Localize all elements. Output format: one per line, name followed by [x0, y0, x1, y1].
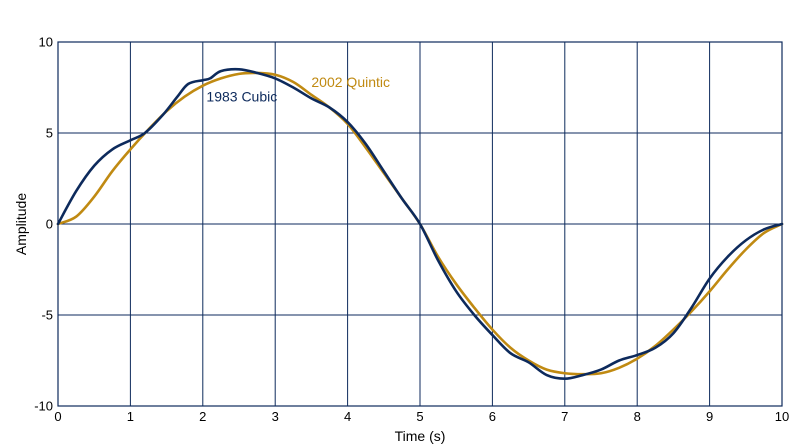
- x-tick-label: 10: [775, 409, 789, 424]
- x-tick-label: 2: [199, 409, 206, 424]
- x-tick-label: 7: [561, 409, 568, 424]
- x-tick-label: 5: [416, 409, 423, 424]
- y-tick-labels: 10 5 0 -5 -10: [34, 35, 53, 414]
- series-label: 1983 Cubic: [206, 89, 277, 105]
- x-tick-label: 6: [489, 409, 496, 424]
- series-line-1983-cubic: [56, 67, 784, 380]
- x-tick-label: 1: [127, 409, 134, 424]
- x-axis-label: Time (s): [395, 428, 446, 444]
- series-label: 2002 Quintic: [311, 74, 390, 90]
- x-tick-label: 9: [706, 409, 713, 424]
- y-tick-label: -10: [34, 399, 53, 414]
- x-tick-labels: 0 1 2 3 4 5 6 7 8 9 10: [54, 409, 789, 424]
- series-layer: [56, 67, 784, 380]
- x-tick-label: 3: [272, 409, 279, 424]
- x-tick-label: 4: [344, 409, 351, 424]
- y-tick-label: 0: [46, 217, 53, 232]
- y-tick-label: 10: [39, 35, 53, 50]
- y-tick-label: -5: [41, 308, 53, 323]
- y-tick-label: 5: [46, 126, 53, 141]
- series-annotations: 1983 Cubic 2002 Quintic: [206, 74, 390, 105]
- x-tick-label: 0: [54, 409, 61, 424]
- x-tick-label: 8: [634, 409, 641, 424]
- y-axis-label: Amplitude: [13, 193, 29, 255]
